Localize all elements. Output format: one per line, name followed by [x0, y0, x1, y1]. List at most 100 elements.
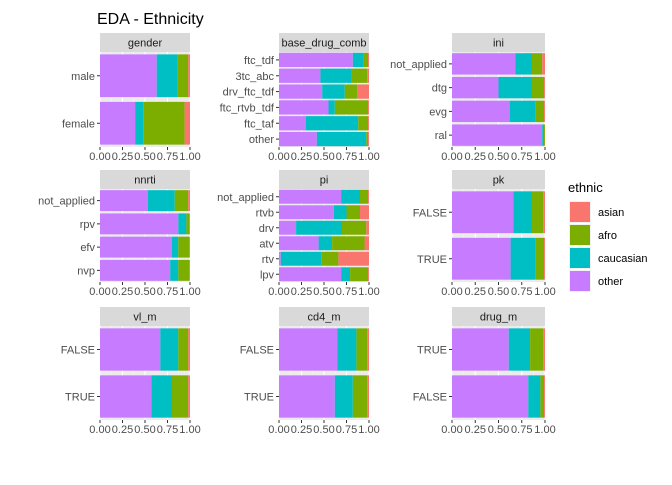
bar-segment-asian: [544, 100, 545, 123]
bar-segment-asian: [368, 116, 369, 131]
bar-segment-other: [279, 375, 335, 418]
x-tick-label: 0.25: [465, 286, 486, 298]
x-tick-label: 1.00: [179, 151, 200, 163]
y-tick-label: FALSE: [413, 392, 447, 404]
x-tick-label: 0.25: [112, 286, 133, 298]
bar-segment-other: [279, 236, 319, 251]
bar-segment-afro: [143, 101, 185, 145]
bar-segment-asian: [364, 236, 369, 251]
y-tick-label: TRUE: [65, 392, 95, 404]
x-tick-label: 0.00: [268, 286, 289, 298]
bar-segment-asian: [357, 84, 369, 99]
facet-strip: [279, 170, 369, 189]
y-tick-label: not_applied: [38, 196, 95, 208]
bar-segment-asian: [543, 328, 545, 371]
x-tick-label: 0.00: [441, 286, 462, 298]
bar-segment-other: [452, 76, 499, 99]
y-tick-label: FALSE: [413, 207, 447, 219]
bar-segment-caucasian: [508, 328, 531, 371]
bar-segment-other: [279, 251, 281, 266]
bar-segment-caucasian: [151, 375, 172, 418]
bar-segment-other: [452, 237, 511, 280]
legend: ethnic asian afro caucasian other: [568, 180, 648, 292]
facet-strip-label: nnrti: [134, 175, 155, 187]
bar-segment-asian: [188, 190, 190, 212]
facet-strip-label: base_drug_comb: [281, 38, 366, 50]
bar-segment-caucasian: [328, 100, 335, 115]
y-tick-label: atv: [259, 238, 274, 250]
legend-swatch-asian: [570, 202, 590, 222]
bar-segment-afro: [544, 124, 545, 146]
y-tick-label: dtg: [432, 83, 447, 95]
bar-segment-afro: [366, 131, 369, 147]
x-tick-label: 0.00: [268, 151, 289, 163]
x-tick-label: 0.00: [89, 151, 110, 163]
bar-segment-other: [279, 52, 353, 68]
bar-segment-caucasian: [515, 53, 532, 75]
bar-segment-caucasian: [509, 100, 536, 123]
legend-label-other: other: [598, 276, 623, 288]
bar-segment-afro: [342, 220, 367, 235]
facet-strip: [100, 33, 190, 52]
y-tick-label: nvp: [77, 265, 95, 277]
x-tick-label: 0.50: [313, 151, 334, 163]
bar-segment-other: [279, 84, 323, 99]
bar-segment-caucasian: [160, 328, 179, 371]
x-tick-label: 0.75: [157, 286, 178, 298]
facet-strip-label: ini: [493, 38, 504, 50]
bar-segment-asian: [189, 259, 190, 281]
bar-segment-other: [279, 220, 297, 235]
y-tick-label: drv_ftc_tdf: [223, 87, 275, 99]
bar-segment-caucasian: [147, 190, 175, 212]
y-tick-label: FALSE: [240, 345, 274, 357]
x-tick-label: 0.75: [511, 286, 532, 298]
bar-segment-asian: [544, 237, 545, 280]
bar-segment-afro: [535, 100, 545, 123]
y-tick-label: FALSE: [61, 345, 95, 357]
y-tick-label: female: [62, 118, 95, 130]
bar-segment-asian: [368, 267, 369, 282]
bar-segment-asian: [368, 100, 369, 115]
bar-segment-caucasian: [170, 259, 179, 281]
bar-segment-caucasian: [322, 84, 345, 99]
y-tick-label: rpv: [80, 219, 96, 231]
y-tick-label: 3tc_abc: [235, 71, 274, 83]
bar-segment-afro: [178, 236, 190, 258]
y-tick-label: male: [71, 71, 95, 83]
x-tick-label: 0.50: [313, 286, 334, 298]
x-tick-label: 0.25: [291, 151, 312, 163]
bar-segment-other: [279, 116, 306, 131]
y-tick-label: drv: [259, 223, 275, 235]
bar-segment-other: [452, 191, 514, 234]
y-tick-label: TRUE: [244, 392, 274, 404]
bar-segment-afro: [530, 328, 544, 371]
bar-segment-asian: [544, 76, 545, 99]
legend-label-caucasian: caucasian: [598, 253, 648, 265]
bar-segment-asian: [188, 54, 190, 98]
y-tick-label: efv: [80, 242, 95, 254]
y-tick-label: ftc_taf: [244, 118, 275, 130]
bar-segment-caucasian: [352, 52, 364, 68]
bar-segment-afro: [334, 100, 369, 115]
x-tick-label: 0.25: [465, 424, 486, 436]
y-tick-label: TRUE: [417, 254, 447, 266]
x-tick-label: 0.50: [488, 286, 509, 298]
bar-segment-asian: [188, 328, 190, 371]
x-tick-label: 0.50: [134, 424, 155, 436]
legend-title: ethnic: [568, 180, 603, 195]
facet-strip: [452, 170, 545, 189]
bar-segment-caucasian: [337, 328, 357, 371]
x-tick-label: 0.75: [157, 424, 178, 436]
bar-segment-other: [100, 259, 171, 281]
bar-segment-other: [279, 328, 338, 371]
bar-segment-asian: [367, 328, 369, 371]
bar-segment-asian: [360, 205, 369, 220]
bar-segment-asian: [542, 53, 545, 75]
bar-segment-other: [452, 124, 543, 146]
bar-segment-afro: [344, 84, 358, 99]
x-tick-label: 1.00: [534, 286, 555, 298]
facet-panel-vl_m: vl_m FALSE TRUE 0.00 0.25 0.50 0.75 1.00: [61, 307, 201, 436]
